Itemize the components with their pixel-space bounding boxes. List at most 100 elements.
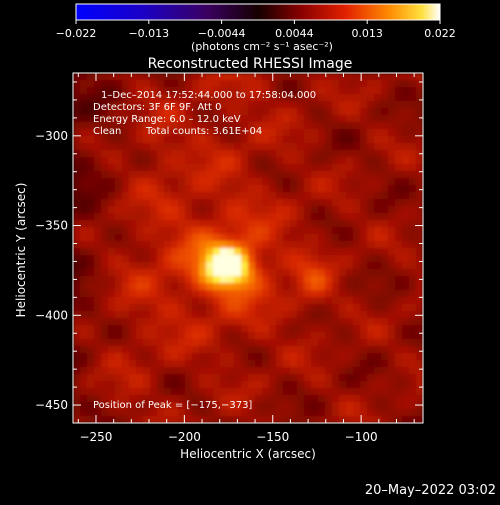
heatmap-cell [276, 276, 284, 284]
heatmap-cell [150, 164, 158, 172]
heatmap-cell [199, 276, 207, 284]
heatmap-cell [297, 360, 305, 368]
heatmap-cell [416, 409, 423, 417]
heatmap-cell [388, 346, 396, 354]
heatmap-cell [150, 367, 158, 375]
heatmap-cell [185, 73, 193, 81]
heatmap-cell [213, 346, 221, 354]
heatmap-cell [220, 402, 228, 410]
heatmap-cell [185, 136, 193, 144]
heatmap-cell [416, 136, 423, 144]
heatmap-cell [220, 283, 228, 291]
heatmap-cell [136, 192, 144, 200]
heatmap-cell [150, 353, 158, 361]
heatmap-cell [199, 87, 207, 95]
heatmap-cell [101, 73, 109, 81]
heatmap-cell [332, 381, 340, 389]
heatmap-cell [332, 269, 340, 277]
heatmap-cell [318, 409, 326, 417]
heatmap-cell [234, 332, 242, 340]
heatmap-cell [395, 269, 403, 277]
heatmap-cell [143, 262, 151, 270]
heatmap-cell [325, 143, 333, 151]
heatmap-cell [353, 192, 361, 200]
heatmap-cell [241, 234, 249, 242]
heatmap-cell [416, 234, 423, 242]
annotation-peak-position: Position of Peak = [−175,−373] [93, 400, 252, 411]
heatmap-cell [381, 136, 389, 144]
heatmap-cell [157, 199, 165, 207]
heatmap-cell [136, 101, 144, 109]
heatmap-cell [318, 304, 326, 312]
heatmap-cell [360, 304, 368, 312]
heatmap-cell [416, 171, 423, 179]
heatmap-cell [129, 87, 137, 95]
heatmap-cell [199, 248, 207, 256]
heatmap-cell [227, 94, 235, 102]
heatmap-cell [234, 143, 242, 151]
heatmap-cell [395, 283, 403, 291]
heatmap-cell [262, 150, 270, 158]
heatmap-cell [171, 220, 179, 228]
heatmap-cell [283, 178, 291, 186]
heatmap-cell [346, 129, 354, 137]
heatmap-cell [318, 360, 326, 368]
heatmap-cell [101, 402, 109, 410]
heatmap-cell [395, 395, 403, 403]
heatmap-cell [304, 311, 312, 319]
heatmap-cell [87, 297, 95, 305]
heatmap-cell [185, 416, 193, 423]
heatmap-cell [164, 311, 172, 319]
heatmap-cell [206, 283, 214, 291]
heatmap-cell [87, 122, 95, 130]
heatmap-cell [283, 192, 291, 200]
heatmap-cell [367, 157, 375, 165]
heatmap-cell [213, 332, 221, 340]
heatmap-cell [346, 395, 354, 403]
heatmap-cell [388, 339, 396, 347]
heatmap-cell [150, 304, 158, 312]
heatmap-cell [115, 136, 123, 144]
heatmap-cell [346, 73, 354, 81]
heatmap-cell [381, 115, 389, 123]
heatmap-cell [388, 255, 396, 263]
heatmap-cell [332, 395, 340, 403]
heatmap-cell [297, 332, 305, 340]
heatmap-cell [248, 325, 256, 333]
heatmap-cell [136, 346, 144, 354]
heatmap-cell [360, 115, 368, 123]
heatmap-cell [129, 332, 137, 340]
heatmap-cell [178, 318, 186, 326]
heatmap-cell [332, 283, 340, 291]
heatmap-cell [227, 416, 235, 423]
heatmap-cell [276, 122, 284, 130]
heatmap-cell [73, 213, 81, 221]
heatmap-cell [409, 283, 417, 291]
heatmap-cell [353, 381, 361, 389]
heatmap-cell [367, 101, 375, 109]
heatmap-cell [192, 87, 200, 95]
heatmap-cell [241, 115, 249, 123]
heatmap-cell [136, 206, 144, 214]
heatmap-cell [290, 367, 298, 375]
heatmap-cell [73, 304, 81, 312]
heatmap-cell [115, 416, 123, 423]
heatmap-cell [402, 199, 410, 207]
heatmap-cell [108, 185, 116, 193]
heatmap-cell [101, 87, 109, 95]
heatmap-cell [339, 318, 347, 326]
heatmap-cell [374, 346, 382, 354]
heatmap-cell [192, 360, 200, 368]
heatmap-cell [276, 101, 284, 109]
heatmap-cell [108, 164, 116, 172]
heatmap-cell [241, 304, 249, 312]
heatmap-cell [332, 192, 340, 200]
heatmap-cell [283, 115, 291, 123]
heatmap-cell [346, 276, 354, 284]
heatmap-cell [325, 185, 333, 193]
heatmap-cell [178, 248, 186, 256]
heatmap-cell [108, 297, 116, 305]
heatmap-cell [332, 171, 340, 179]
heatmap-cell [395, 297, 403, 305]
heatmap-cell [171, 325, 179, 333]
